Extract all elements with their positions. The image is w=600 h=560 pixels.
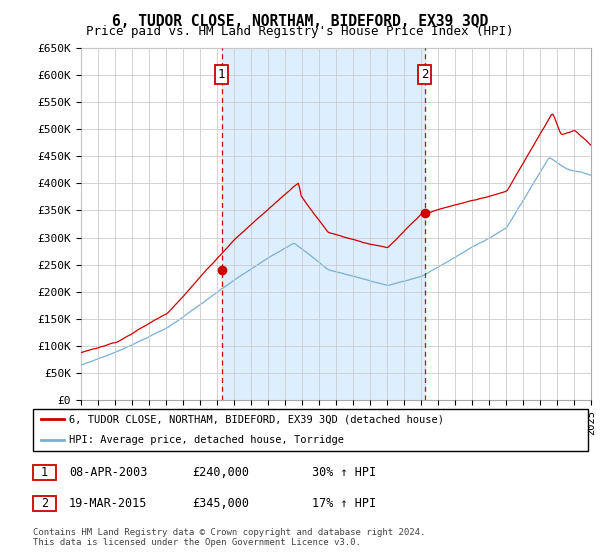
Text: 2: 2 <box>421 68 428 81</box>
Text: 1: 1 <box>41 466 48 479</box>
Text: 08-APR-2003: 08-APR-2003 <box>69 466 148 479</box>
Text: 30% ↑ HPI: 30% ↑ HPI <box>312 466 376 479</box>
Text: 6, TUDOR CLOSE, NORTHAM, BIDEFORD, EX39 3QD (detached house): 6, TUDOR CLOSE, NORTHAM, BIDEFORD, EX39 … <box>69 414 444 424</box>
Text: 19-MAR-2015: 19-MAR-2015 <box>69 497 148 510</box>
Text: HPI: Average price, detached house, Torridge: HPI: Average price, detached house, Torr… <box>69 435 344 445</box>
Text: £345,000: £345,000 <box>192 497 249 510</box>
Bar <box>221 48 425 400</box>
Text: 6, TUDOR CLOSE, NORTHAM, BIDEFORD, EX39 3QD: 6, TUDOR CLOSE, NORTHAM, BIDEFORD, EX39 … <box>112 14 488 29</box>
Text: 2: 2 <box>41 497 48 510</box>
Text: Price paid vs. HM Land Registry's House Price Index (HPI): Price paid vs. HM Land Registry's House … <box>86 25 514 38</box>
Text: Contains HM Land Registry data © Crown copyright and database right 2024.
This d: Contains HM Land Registry data © Crown c… <box>33 528 425 547</box>
Text: £240,000: £240,000 <box>192 466 249 479</box>
Text: 17% ↑ HPI: 17% ↑ HPI <box>312 497 376 510</box>
Text: 1: 1 <box>218 68 226 81</box>
